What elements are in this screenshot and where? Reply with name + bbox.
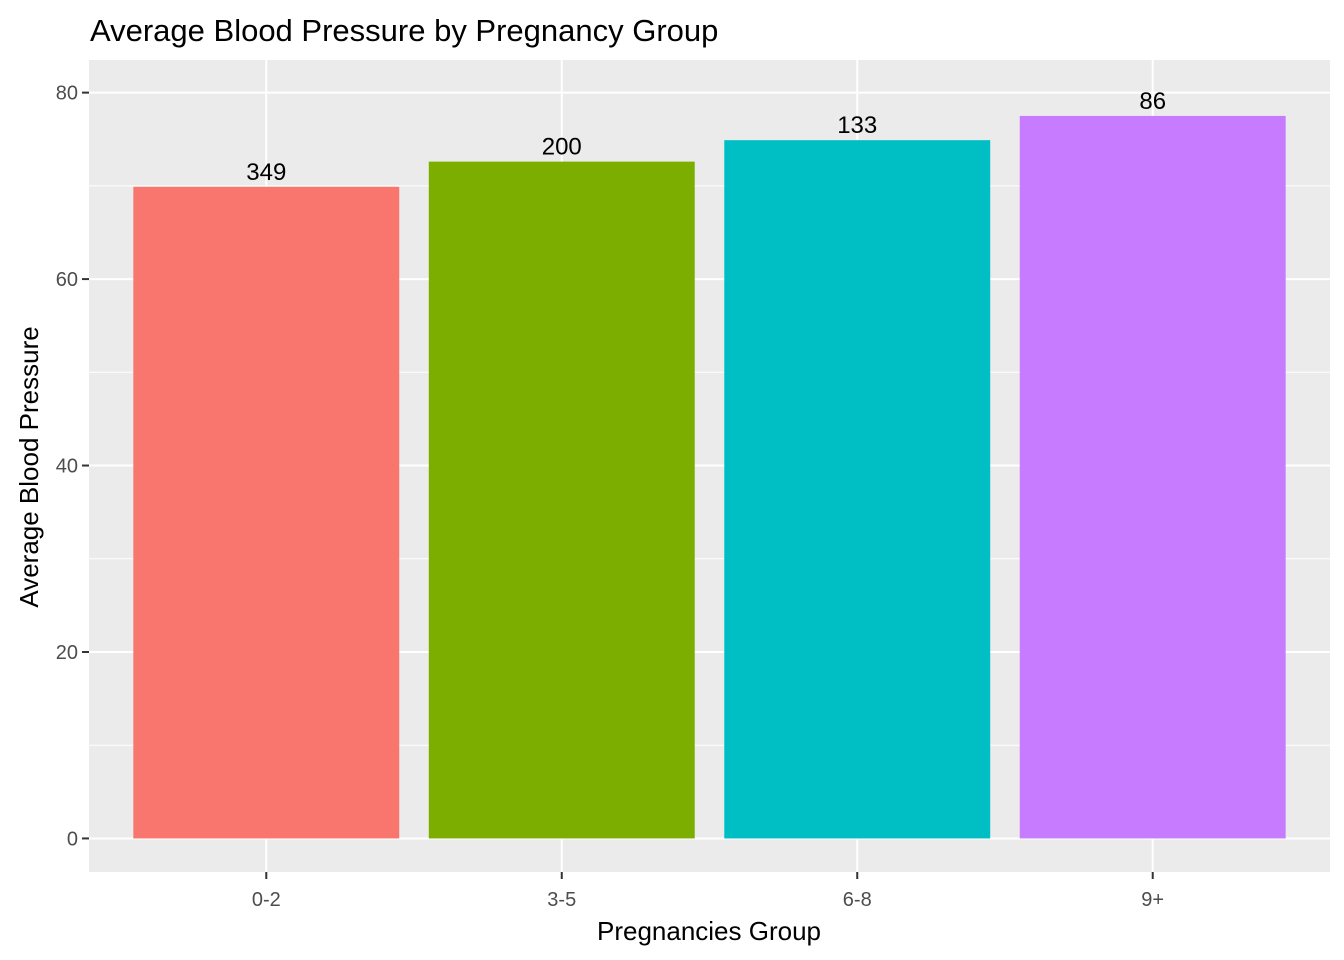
bar-0-2 (133, 186, 400, 839)
y-axis: 0 20 40 60 80 (56, 83, 89, 850)
y-tick-label: 60 (56, 269, 78, 291)
bar-count-label: 349 (246, 159, 286, 186)
x-tick-label: 0-2 (252, 889, 281, 911)
x-tick-label: 6-8 (843, 889, 872, 911)
bar-count-label: 86 (1139, 88, 1166, 115)
bar-3-5 (428, 161, 695, 839)
y-tick-label: 20 (56, 642, 78, 664)
bar-6-8 (724, 140, 991, 839)
y-tick-label: 40 (56, 456, 78, 478)
chart-title: Average Blood Pressure by Pregnancy Grou… (90, 13, 718, 48)
x-tick-label: 3-5 (547, 889, 576, 911)
x-tick-label: 9+ (1141, 889, 1164, 911)
bars (133, 115, 1286, 839)
y-tick-label: 80 (56, 83, 78, 105)
data-labels: 349 200 133 86 (246, 88, 1166, 186)
x-axis: 0-2 3-5 6-8 9+ (252, 872, 1164, 911)
y-tick-label: 0 (67, 828, 78, 850)
x-axis-title: Pregnancies Group (597, 916, 821, 946)
bar-count-label: 133 (837, 112, 877, 139)
y-axis-title: Average Blood Pressure (14, 326, 44, 607)
bar-count-label: 200 (542, 134, 582, 161)
bar-9+ (1019, 115, 1286, 839)
